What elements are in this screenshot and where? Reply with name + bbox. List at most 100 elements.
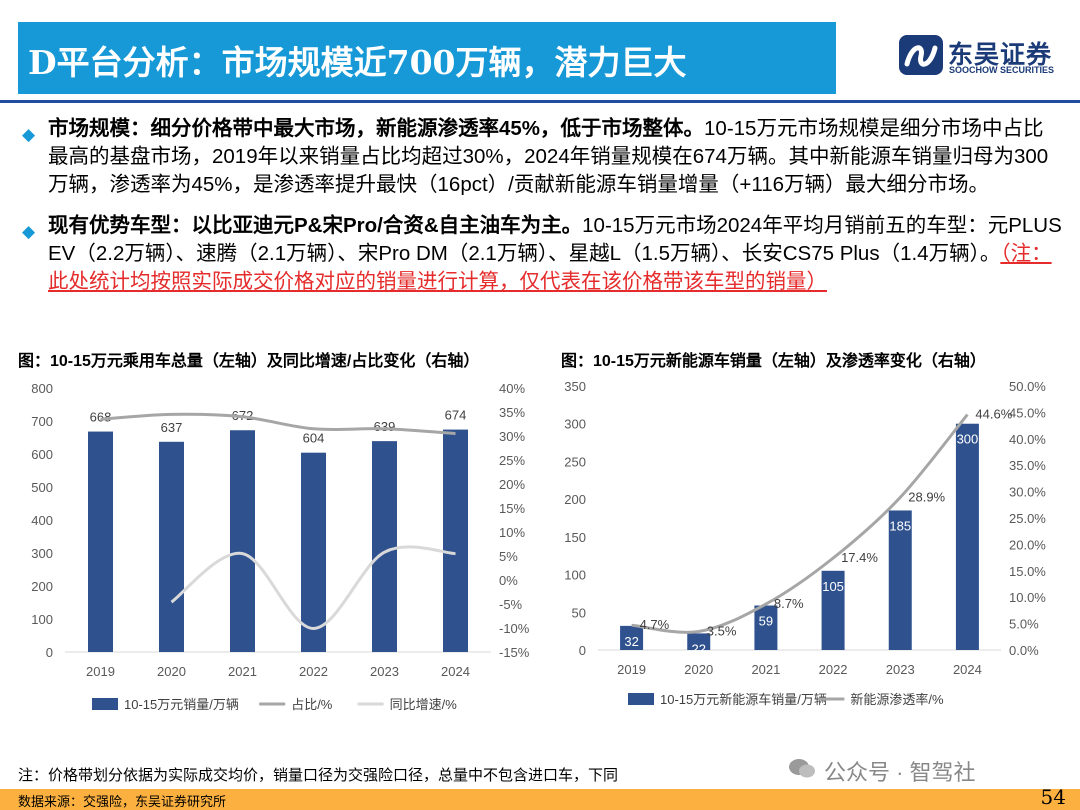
- bar: [955, 423, 979, 650]
- y-left-tick-label: 250: [564, 454, 586, 469]
- y-left-tick-label: 350: [564, 379, 586, 394]
- y-left-tick-label: 150: [564, 530, 586, 545]
- x-tick-label: 2021: [228, 664, 257, 679]
- footnote: 注：价格带划分依据为实际成交均价，销量口径为交强险口径，总量中不包含进口车，下同: [18, 767, 619, 784]
- legend-swatch-bar: [92, 698, 118, 710]
- legend-label: 新能源渗透率/%: [850, 692, 944, 707]
- chart-total-sales: 0 100 200 300 400 500 600 700 800 -15% -10% -5% 0% 5%…: [31, 381, 530, 712]
- bullet-models: ◆ 现有优势车型：以比亚迪元P&宋Pro/合资&自主油车为主。10-15万元市场…: [22, 212, 1062, 296]
- x-tick-label: 2019: [617, 662, 646, 677]
- legend-label: 同比增速/%: [390, 697, 458, 712]
- y-right-tick-label: 10%: [499, 525, 525, 540]
- page-title: D平台分析：市场规模近700万辆，潜力巨大: [28, 43, 687, 82]
- diamond-bullet-icon: ◆: [22, 125, 36, 144]
- bar-data-label: 668: [90, 410, 112, 425]
- y-left-tick-label: 50: [572, 605, 586, 620]
- y-left-tick-label: 200: [564, 492, 586, 507]
- y-right-tick-label: 20.0%: [1009, 537, 1046, 552]
- y-right-tick-label: 20%: [499, 477, 525, 492]
- logo-text-cn: 东吴证券: [948, 41, 1053, 69]
- y-left-tick-label: 100: [31, 612, 53, 627]
- line-data-label: 3.5%: [707, 624, 737, 639]
- logo-text-en: SOOCHOW SECURITIES: [949, 65, 1055, 75]
- bar-data-label: 105: [822, 579, 844, 594]
- y-left-tick-label: 500: [31, 480, 53, 495]
- y-right-tick-label: 40.0%: [1009, 432, 1046, 447]
- x-tick-label: 2022: [819, 662, 848, 677]
- bar: [372, 441, 397, 652]
- y-right-tick-label: 45.0%: [1009, 405, 1046, 420]
- wechat-icon: [789, 759, 815, 778]
- y-right-tick-label: 35.0%: [1009, 458, 1046, 473]
- y-right-tick-label: 30.0%: [1009, 485, 1046, 500]
- bar: [754, 605, 778, 650]
- data-source: 数据来源：交强险，东吴证券研究所: [18, 794, 227, 809]
- y-left-tick-label: 700: [31, 414, 53, 429]
- line-data-label: 8.7%: [774, 596, 804, 611]
- y-right-tick-label: -15%: [499, 645, 530, 660]
- title-bar: D平台分析：市场规模近700万辆，潜力巨大: [18, 22, 836, 94]
- y-right-tick-label: 10.0%: [1009, 590, 1046, 605]
- bar: [301, 452, 326, 652]
- y-right-tick-label: 15.0%: [1009, 564, 1046, 579]
- bar-data-label: 639: [374, 419, 396, 434]
- x-tick-label: 2021: [751, 662, 780, 677]
- x-tick-label: 2022: [299, 664, 328, 679]
- bar-data-label: 59: [759, 613, 773, 628]
- bullet-body: 10-15万元市场规模是细分市场中占比最高的基盘市场，2019年以来销量占比均超…: [48, 117, 1049, 196]
- y-left-tick-label: 800: [31, 381, 53, 396]
- y-right-tick-label: -10%: [499, 621, 530, 636]
- chart-nev-sales: 0 50 100 150 200 250 300 350 0.0% 5.0% 10.0% 15.0% 2…: [564, 379, 1046, 707]
- line-data-label: 28.9%: [908, 489, 945, 504]
- y-left-tick-label: 300: [564, 417, 586, 432]
- bar-data-label: 604: [303, 431, 325, 446]
- x-tick-label: 2020: [684, 662, 713, 677]
- red-note: （注：此处统计均按照实际成交价格对应的销量进行计算，仅代表在该价格带该车型的销量…: [48, 242, 1052, 293]
- page-number: 54: [1040, 785, 1066, 809]
- bar-data-label: 22: [692, 641, 706, 656]
- legend-swatch-bar: [628, 693, 654, 705]
- bar-data-label: 32: [624, 634, 638, 649]
- y-right-tick-label: 35%: [499, 405, 525, 420]
- bar: [159, 441, 184, 652]
- y-left-tick-label: 0: [46, 645, 53, 660]
- y-left-tick-label: 200: [31, 579, 53, 594]
- y-right-tick-label: 25.0%: [1009, 511, 1046, 526]
- y-right-tick-label: 25%: [499, 453, 525, 468]
- watermark-text: 公众号 · 智驾社: [824, 760, 976, 785]
- legend-label: 10-15万元销量/万辆: [124, 697, 239, 712]
- line-data-label: 17.4%: [841, 550, 878, 565]
- y-right-tick-label: 0%: [499, 573, 518, 588]
- chart-title-left: 图：10-15万元乘用车总量（左轴）及同比增速/占比变化（右轴）: [18, 353, 480, 370]
- x-tick-label: 2023: [886, 662, 915, 677]
- x-tick-label: 2019: [86, 664, 115, 679]
- bullet-heading: 市场规模：细分价格带中最大市场，新能源渗透率45%，低于市场整体。: [48, 117, 705, 140]
- series-line: [170, 545, 456, 630]
- y-right-tick-label: -5%: [499, 597, 523, 612]
- bullet-heading: 现有优势车型：以比亚迪元P&宋Pro/合资&自主油车为主。: [48, 214, 583, 237]
- x-tick-label: 2024: [441, 664, 470, 679]
- y-left-tick-label: 100: [564, 568, 586, 583]
- logo-mark-icon: [899, 35, 943, 75]
- bullet-market-size: ◆ 市场规模：细分价格带中最大市场，新能源渗透率45%，低于市场整体。10-15…: [22, 115, 1062, 199]
- y-right-tick-label: 30%: [499, 429, 525, 444]
- watermark: 公众号 · 智驾社: [789, 755, 976, 787]
- header-divider: [0, 100, 1080, 103]
- legend-label: 占比/%: [291, 697, 333, 712]
- bar: [620, 625, 644, 650]
- legend-label: 10-15万元新能源车销量/万辆: [660, 692, 827, 707]
- bar-data-label: 185: [889, 518, 911, 533]
- chart-title-right: 图：10-15万元新能源车销量（左轴）及渗透率变化（右轴）: [561, 353, 986, 370]
- series-line: [100, 412, 456, 436]
- bar: [821, 570, 845, 650]
- footer-bar: 数据来源：交强险，东吴证券研究所 54: [0, 785, 1080, 810]
- y-left-tick-label: 400: [31, 513, 53, 528]
- bar-data-label: 300: [957, 432, 979, 447]
- line-data-label: 44.6%: [975, 407, 1012, 422]
- bar: [687, 633, 711, 650]
- diamond-bullet-icon: ◆: [22, 222, 36, 241]
- y-right-tick-label: 50.0%: [1009, 379, 1046, 394]
- x-tick-label: 2023: [370, 664, 399, 679]
- bar-data-label: 637: [161, 420, 183, 435]
- y-right-tick-label: 5%: [499, 549, 518, 564]
